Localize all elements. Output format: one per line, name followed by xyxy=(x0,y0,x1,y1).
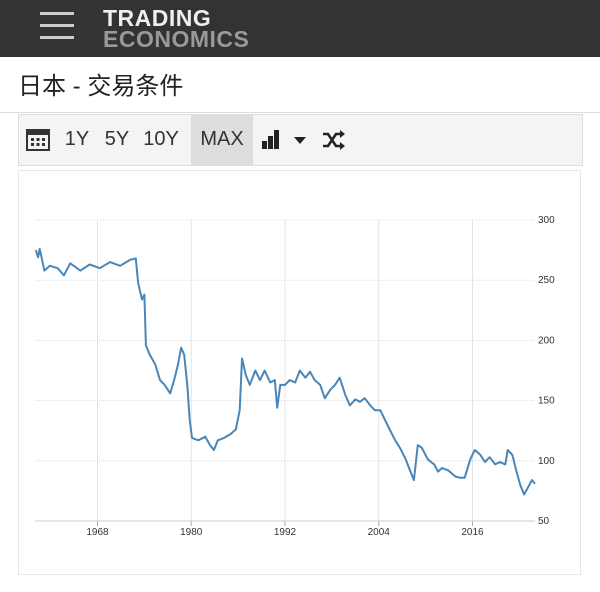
range-button[interactable]: 10Y xyxy=(143,128,179,150)
page-title: 日本 - 交易条件 xyxy=(18,73,184,100)
shuffle-button[interactable] xyxy=(321,127,347,153)
logo-top[interactable]: TRADING xyxy=(103,5,212,31)
range-button[interactable]: 5Y xyxy=(104,128,130,150)
menu-button[interactable] xyxy=(40,12,80,42)
logo-bottom[interactable]: ECONOMICS xyxy=(103,26,250,52)
range-button[interactable]: 1Y xyxy=(64,128,90,150)
chart-type-button[interactable] xyxy=(259,127,329,153)
toolbar: 1Y 5Y 10Y MAX xyxy=(18,114,583,166)
chart-panel xyxy=(18,170,581,575)
calendar-button[interactable] xyxy=(26,127,52,153)
range-button[interactable]: MAX xyxy=(191,115,253,165)
header: TRADING ECONOMICS xyxy=(0,0,600,57)
separator xyxy=(0,112,600,113)
